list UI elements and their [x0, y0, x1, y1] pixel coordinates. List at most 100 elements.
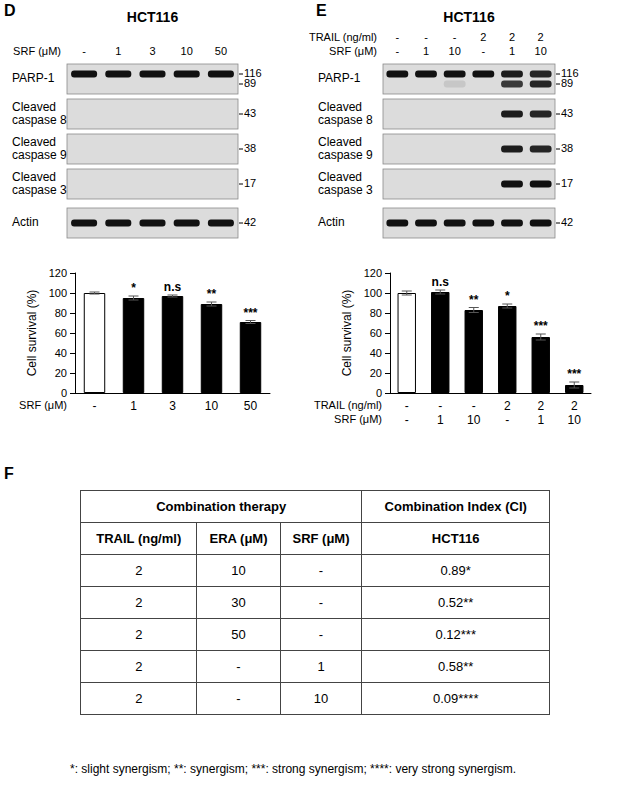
svg-text:89: 89 [561, 77, 573, 89]
svg-text:100: 100 [49, 287, 67, 299]
svg-text:2: 2 [571, 399, 578, 413]
html-text:Combination therapy: Combination therapy [156, 499, 287, 514]
svg-text:40: 40 [55, 347, 67, 359]
svg-text:Actin: Actin [318, 215, 345, 229]
svg-text:3: 3 [149, 45, 155, 57]
svg-text:89: 89 [244, 77, 256, 89]
svg-text:10: 10 [535, 45, 547, 57]
svg-text:caspase 3: caspase 3 [12, 183, 67, 197]
svg-text:SRF (μM): SRF (μM) [19, 399, 67, 411]
svg-text:F: F [4, 465, 14, 482]
svg-text:Cleaved: Cleaved [12, 100, 56, 114]
svg-text:20: 20 [55, 367, 67, 379]
svg-text:10: 10 [181, 45, 193, 57]
svg-text:10: 10 [449, 45, 461, 57]
svg-text:10: 10 [568, 413, 582, 427]
svg-text:0: 0 [376, 387, 382, 399]
svg-text:2: 2 [480, 31, 486, 43]
svg-text:***: *** [243, 306, 257, 320]
svg-text:*: * [505, 289, 510, 303]
svg-text:Cleaved: Cleaved [12, 170, 56, 184]
svg-text:SRF (μM): SRF (μM) [329, 45, 377, 57]
svg-text:-: - [395, 45, 399, 57]
svg-text:2: 2 [504, 399, 511, 413]
svg-text:caspase 3: caspase 3 [318, 183, 373, 197]
svg-text:50: 50 [215, 45, 227, 57]
svg-text:38: 38 [244, 142, 256, 154]
svg-text:17: 17 [244, 177, 256, 189]
svg-text:caspase 9: caspase 9 [12, 148, 67, 162]
html-text:ERA (μM): ERA (μM) [209, 531, 268, 546]
svg-text:2: 2 [509, 31, 515, 43]
svg-text:1: 1 [537, 413, 544, 427]
svg-text:-: - [395, 31, 399, 43]
svg-text:120: 120 [49, 267, 67, 279]
svg-text:D: D [4, 2, 16, 19]
svg-text:-: - [405, 399, 409, 413]
svg-text:43: 43 [561, 107, 573, 119]
svg-text:TRAIL (ng/ml): TRAIL (ng/ml) [314, 399, 382, 411]
svg-text:Cell survival (%): Cell survival (%) [340, 290, 354, 377]
svg-text:2: 2 [538, 31, 544, 43]
svg-text:*: * [131, 281, 136, 295]
svg-text:-: - [453, 31, 457, 43]
svg-text:-: - [93, 399, 97, 413]
svg-text:20: 20 [370, 367, 382, 379]
svg-text:1: 1 [437, 413, 444, 427]
svg-text:3: 3 [169, 399, 176, 413]
svg-text:1: 1 [423, 45, 429, 57]
svg-text:n.s: n.s [432, 275, 450, 289]
svg-text:42: 42 [244, 216, 256, 228]
svg-text:HCT116: HCT116 [127, 9, 179, 25]
svg-text:caspase 8: caspase 8 [318, 113, 373, 127]
svg-text:80: 80 [55, 307, 67, 319]
svg-text:-: - [424, 31, 428, 43]
svg-text:17: 17 [561, 177, 573, 189]
svg-text:2: 2 [537, 399, 544, 413]
svg-text:42: 42 [561, 216, 573, 228]
svg-text:0: 0 [61, 387, 67, 399]
svg-text:Cell survival (%): Cell survival (%) [25, 290, 39, 377]
svg-text:-: - [472, 399, 476, 413]
svg-text:-: - [481, 45, 485, 57]
svg-text:1: 1 [509, 45, 515, 57]
svg-text:TRAIL (ng/ml): TRAIL (ng/ml) [309, 31, 377, 43]
svg-text:50: 50 [244, 399, 258, 413]
html-text:TRAIL (ng/ml): TRAIL (ng/ml) [96, 531, 182, 546]
svg-text:PARP-1: PARP-1 [12, 71, 55, 85]
svg-text:10: 10 [467, 413, 481, 427]
svg-text:Cleaved: Cleaved [318, 170, 362, 184]
svg-text:Cleaved: Cleaved [318, 135, 362, 149]
svg-text:**: ** [469, 293, 479, 307]
svg-text:-: - [82, 45, 86, 57]
svg-text:-: - [438, 399, 442, 413]
svg-text:caspase 9: caspase 9 [318, 148, 373, 162]
svg-text:1: 1 [130, 399, 137, 413]
svg-text:-: - [505, 413, 509, 427]
svg-text:***: *** [567, 367, 581, 381]
svg-text:**: ** [207, 287, 217, 301]
svg-text:Cleaved: Cleaved [12, 135, 56, 149]
svg-text:40: 40 [370, 347, 382, 359]
svg-text:SRF (μM): SRF (μM) [13, 45, 61, 57]
svg-text:100: 100 [364, 287, 382, 299]
svg-text:10: 10 [205, 399, 219, 413]
svg-text:-: - [405, 413, 409, 427]
svg-text:60: 60 [370, 327, 382, 339]
html-text:Combination Index (CI): Combination Index (CI) [384, 499, 527, 514]
svg-text:1: 1 [115, 45, 121, 57]
svg-text:Actin: Actin [12, 215, 39, 229]
svg-text:60: 60 [55, 327, 67, 339]
svg-text:Cleaved: Cleaved [318, 100, 362, 114]
svg-text:HCT116: HCT116 [443, 9, 495, 25]
svg-text:***: *** [534, 319, 548, 333]
svg-text:SRF (μM): SRF (μM) [334, 413, 382, 425]
svg-text:80: 80 [370, 307, 382, 319]
svg-text:120: 120 [364, 267, 382, 279]
svg-text:E: E [316, 2, 327, 19]
svg-text:n.s: n.s [164, 280, 182, 294]
svg-text:38: 38 [561, 142, 573, 154]
svg-text:caspase 8: caspase 8 [12, 113, 67, 127]
svg-text:43: 43 [244, 107, 256, 119]
svg-text:PARP-1: PARP-1 [318, 71, 361, 85]
